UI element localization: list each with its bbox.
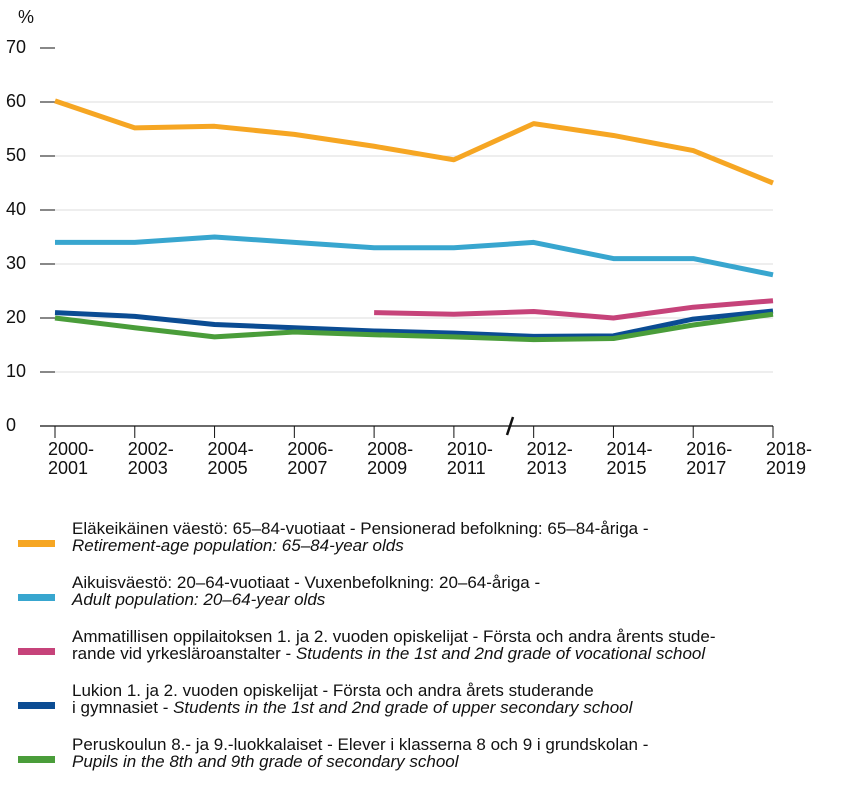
legend-text: Peruskoulun 8.- ja 9.-luokkalaiset - Ele… [72, 736, 648, 770]
legend-label: Lukion 1. ja 2. vuoden opiskelijat - För… [72, 681, 594, 717]
legend-item: Aikuisväestö: 20–64-vuotiaat - Vuxenbefo… [0, 574, 848, 624]
legend-text: Aikuisväestö: 20–64-vuotiaat - Vuxenbefo… [72, 574, 540, 608]
legend-text: Eläkeikäinen väestö: 65–84-vuotiaat - Pe… [72, 520, 649, 554]
legend-label: Peruskoulun 8.- ja 9.-luokkalaiset - Ele… [72, 735, 649, 754]
x-tick-label: 2016- 2017 [686, 439, 733, 478]
series-line [374, 298, 774, 321]
legend-label: Ammatillisen oppilaitoksen 1. ja 2. vuod… [72, 627, 716, 663]
x-tick-label: 2008- 2009 [367, 439, 414, 478]
legend-text: Lukion 1. ja 2. vuoden opiskelijat - För… [72, 682, 632, 716]
legend-label: Aikuisväestö: 20–64-vuotiaat - Vuxenbefo… [72, 573, 541, 592]
chart: % 0 10 20 30 40 50 60 70 [6, 7, 774, 438]
legend-swatch [18, 594, 55, 601]
legend-swatch [18, 540, 55, 547]
x-tick-label: 2014- 2015 [606, 439, 653, 478]
legend-label-en: Pupils in the 8th and 9th grade of secon… [72, 752, 459, 771]
y-tick-label: 10 [6, 361, 26, 381]
x-tick-label: 2012- 2013 [526, 439, 573, 478]
x-tick-label: 2000- 2001 [48, 439, 95, 478]
y-tick-label: 50 [6, 145, 26, 165]
x-tick-label: 2010- 2011 [446, 439, 493, 478]
legend-item: Eläkeikäinen väestö: 65–84-vuotiaat - Pe… [0, 520, 848, 570]
legend-item: Peruskoulun 8.- ja 9.-luokkalaiset - Ele… [0, 736, 848, 786]
legend-label-en: Students in the 1st and 2nd grade of voc… [295, 644, 706, 663]
series-line [54, 308, 774, 339]
legend-swatch [18, 648, 55, 655]
x-tick-label: 2006- 2007 [287, 439, 334, 478]
y-tick-label: 0 [6, 415, 16, 435]
legend-item: Lukion 1. ja 2. vuoden opiskelijat - För… [0, 682, 848, 732]
legend-label-en: Students in the 1st and 2nd grade of upp… [173, 698, 633, 717]
legend-swatch [18, 756, 55, 763]
y-tick-label: 20 [6, 307, 26, 327]
y-axis-label: % [18, 7, 34, 27]
x-tick-label: 2018- 2019 [766, 439, 813, 478]
series-line [54, 98, 774, 186]
y-tick-label: 40 [6, 199, 26, 219]
series-line [55, 234, 774, 278]
legend-text: Ammatillisen oppilaitoksen 1. ja 2. vuod… [72, 628, 716, 662]
legend-label-en: Adult population: 20–64-year olds [72, 590, 326, 609]
y-tick-label: 70 [6, 37, 26, 57]
legend-label: Eläkeikäinen väestö: 65–84-vuotiaat - Pe… [72, 519, 649, 538]
x-tick-label: 2004- 2005 [207, 439, 254, 478]
x-tick-label: 2002- 2003 [127, 439, 174, 478]
legend-label-en: Retirement-age population: 65–84-year ol… [72, 536, 404, 555]
y-tick-label: 60 [6, 91, 26, 111]
legend-swatch [18, 702, 55, 709]
legend-item: Ammatillisen oppilaitoksen 1. ja 2. vuod… [0, 628, 848, 678]
series-line [54, 311, 774, 343]
axis-break [505, 416, 515, 436]
y-tick-label: 30 [6, 253, 26, 273]
